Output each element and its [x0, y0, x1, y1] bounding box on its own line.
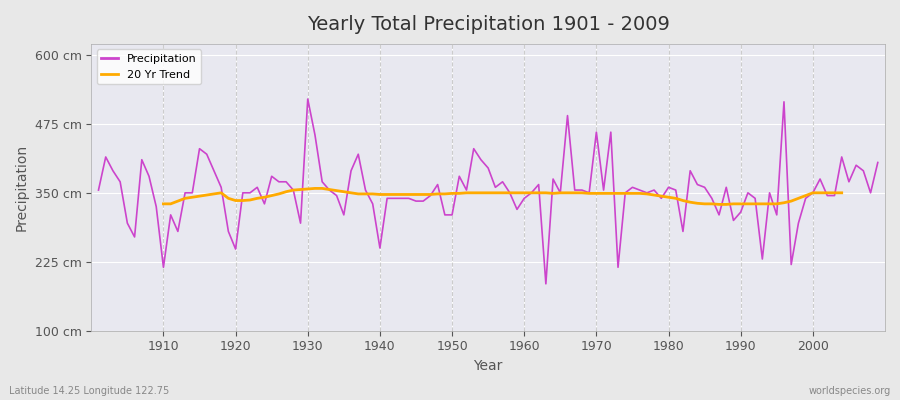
Precipitation: [541, 282, 552, 286]
20 Yr Trend: [836, 190, 847, 195]
Line: 20 Yr Trend: 20 Yr Trend: [164, 188, 842, 204]
Precipitation: [620, 190, 631, 195]
Precipitation: [360, 188, 371, 192]
Precipitation: [93, 188, 104, 192]
Line: Precipitation: Precipitation: [98, 99, 878, 284]
Precipitation: [518, 196, 529, 201]
Precipitation: [526, 190, 536, 195]
Legend: Precipitation, 20 Yr Trend: Precipitation, 20 Yr Trend: [97, 50, 201, 84]
X-axis label: Year: Year: [473, 359, 503, 373]
Precipitation: [151, 204, 162, 209]
20 Yr Trend: [310, 186, 320, 191]
Y-axis label: Precipitation: Precipitation: [15, 144, 29, 231]
20 Yr Trend: [627, 191, 638, 196]
Precipitation: [872, 160, 883, 165]
20 Yr Trend: [670, 196, 681, 201]
20 Yr Trend: [187, 195, 198, 200]
Text: Latitude 14.25 Longitude 122.75: Latitude 14.25 Longitude 122.75: [9, 386, 169, 396]
Text: worldspecies.org: worldspecies.org: [809, 386, 891, 396]
20 Yr Trend: [663, 195, 674, 200]
Precipitation: [317, 179, 328, 184]
20 Yr Trend: [714, 202, 724, 207]
Title: Yearly Total Precipitation 1901 - 2009: Yearly Total Precipitation 1901 - 2009: [307, 15, 670, 34]
20 Yr Trend: [281, 189, 292, 194]
20 Yr Trend: [158, 202, 169, 206]
Precipitation: [302, 97, 313, 102]
20 Yr Trend: [642, 192, 652, 196]
